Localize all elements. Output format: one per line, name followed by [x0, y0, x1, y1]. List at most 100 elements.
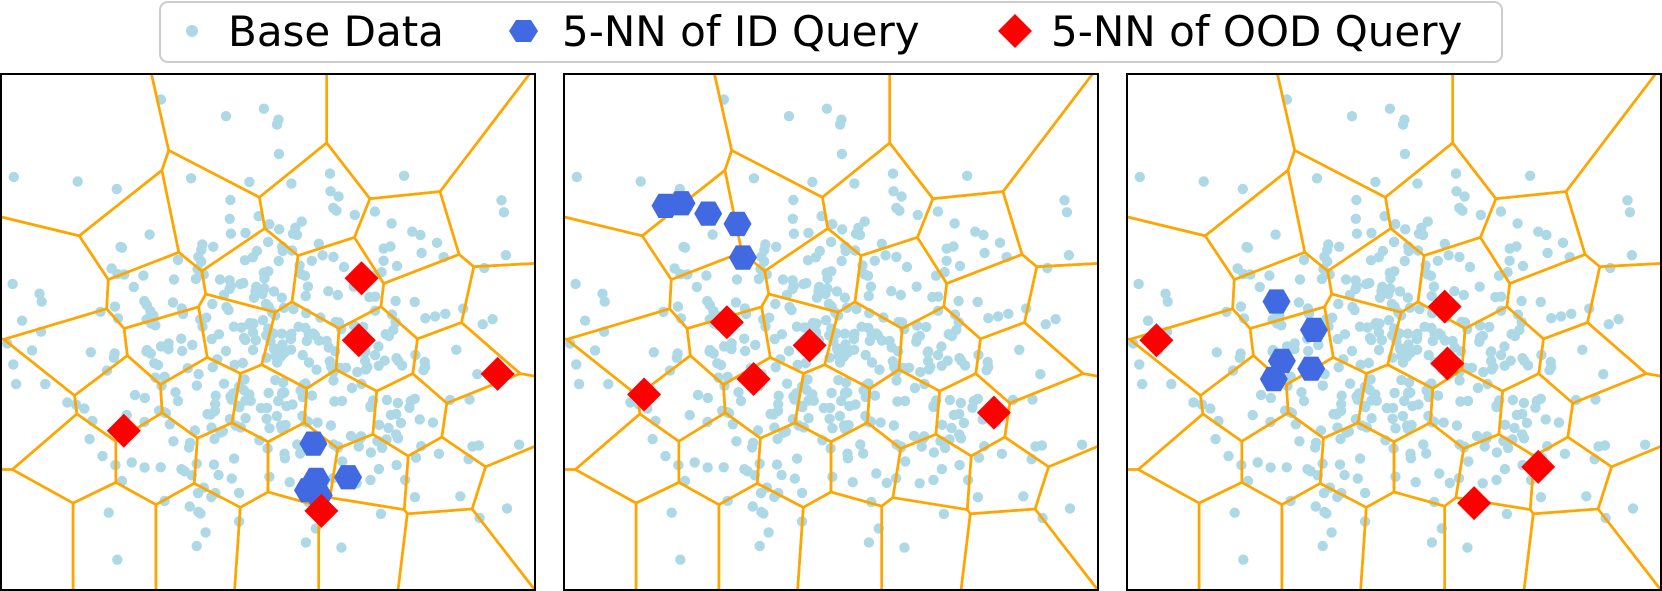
- base-data-point: [836, 395, 847, 407]
- base-data-point: [392, 397, 404, 409]
- base-data-point: [1014, 344, 1025, 355]
- base-data-point: [184, 501, 195, 512]
- base-data-point: [208, 459, 220, 470]
- base-data-point: [831, 343, 843, 354]
- base-data-point: [1389, 387, 1400, 399]
- base-data-point: [1355, 359, 1366, 370]
- base-data-point: [1027, 394, 1038, 405]
- base-data-point: [1166, 378, 1177, 390]
- base-data-point: [191, 380, 202, 391]
- base-data-point: [983, 361, 994, 373]
- base-data-point: [279, 453, 291, 464]
- base-data-point: [172, 254, 184, 266]
- base-data-point: [1296, 387, 1307, 398]
- base-data-point: [786, 304, 797, 316]
- base-data-point: [168, 436, 179, 447]
- ood-query-neighbor-point: [736, 362, 771, 396]
- base-data-point: [692, 389, 704, 401]
- base-data-point: [1458, 289, 1470, 301]
- base-data-point: [1302, 464, 1313, 475]
- base-data-point: [1474, 281, 1485, 292]
- base-data-point: [168, 274, 180, 285]
- base-data-point: [908, 430, 920, 442]
- id-query-neighbor-point: [694, 201, 723, 226]
- ood-query-neighbor-point: [344, 261, 379, 296]
- base-data-point: [1136, 378, 1148, 390]
- base-data-point: [1535, 492, 1547, 503]
- base-data-point: [783, 345, 795, 357]
- base-data-point: [328, 375, 339, 386]
- base-data-point: [1351, 280, 1363, 292]
- base-data-point: [1540, 414, 1551, 425]
- base-data-point: [1504, 255, 1515, 266]
- base-data-point: [1316, 273, 1328, 285]
- base-data-point: [144, 229, 155, 240]
- base-data-point: [273, 148, 285, 160]
- ood-query-neighbor-point: [304, 493, 339, 528]
- base-data-point: [887, 168, 899, 179]
- base-data-point: [236, 322, 247, 333]
- base-data-point: [730, 297, 742, 308]
- base-data-point: [1264, 270, 1275, 281]
- base-data-point: [750, 339, 761, 351]
- base-data-point: [427, 417, 439, 428]
- base-data-point: [1370, 317, 1382, 329]
- base-data-point: [455, 491, 466, 502]
- base-data-point: [1593, 441, 1604, 452]
- axes-frame: [563, 73, 1099, 591]
- base-data-point: [1613, 314, 1624, 325]
- base-data-point: [978, 229, 989, 241]
- plot-area: [1127, 74, 1661, 591]
- base-data-point: [187, 339, 198, 351]
- ood-query-neighbor-point: [106, 413, 141, 448]
- base-data-point: [303, 328, 314, 340]
- base-data-point: [770, 362, 781, 373]
- base-data-point: [7, 278, 18, 290]
- voronoi-cell: [1, 468, 75, 591]
- base-data-point: [209, 405, 221, 417]
- base-data-point: [479, 262, 490, 274]
- legend: Base Data 5-NN of ID Query 5-NN of OOD Q…: [159, 1, 1503, 63]
- base-data-point: [771, 459, 783, 470]
- base-data-point: [228, 453, 240, 464]
- base-data-point: [718, 462, 729, 473]
- base-data-point: [702, 462, 713, 473]
- base-data-point: [116, 242, 128, 253]
- base-data-point: [1162, 296, 1173, 307]
- base-data-point: [225, 194, 236, 206]
- base-data-point: [1298, 254, 1310, 266]
- base-data-point: [1454, 251, 1465, 263]
- base-data-point: [1237, 183, 1249, 195]
- base-data-point: [764, 312, 775, 323]
- base-data-point: [1363, 357, 1375, 369]
- base-data-point: [306, 390, 318, 401]
- base-data-point: [810, 252, 821, 263]
- base-data-point: [1399, 148, 1411, 160]
- voronoi-cell: [1197, 481, 1284, 591]
- base-data-point: [1210, 433, 1221, 445]
- base-data-point: [796, 487, 808, 499]
- base-data-point: [1310, 501, 1321, 512]
- base-data-point: [1546, 313, 1557, 324]
- plot-area: [564, 74, 1098, 591]
- base-data-point: [429, 311, 441, 322]
- base-data-point: [1449, 342, 1460, 353]
- base-data-point: [262, 236, 274, 248]
- base-data-point: [731, 436, 742, 447]
- base-data-point: [1581, 491, 1592, 502]
- base-data-point: [1134, 359, 1145, 370]
- base-data-point: [1462, 395, 1474, 407]
- base-data-point: [1439, 238, 1451, 249]
- base-data-point: [570, 278, 581, 290]
- base-data-point: [1366, 227, 1377, 239]
- base-data-point: [899, 395, 911, 407]
- base-data-point: [708, 305, 719, 317]
- base-data-point: [1535, 296, 1546, 308]
- voronoi-cell: [470, 444, 535, 591]
- base-data-point: [1335, 433, 1346, 445]
- base-data-point: [1501, 508, 1513, 520]
- base-data-point: [1349, 304, 1360, 316]
- base-data-point: [285, 344, 297, 355]
- legend-id-query-marker: [509, 20, 538, 42]
- base-data-point: [874, 364, 885, 375]
